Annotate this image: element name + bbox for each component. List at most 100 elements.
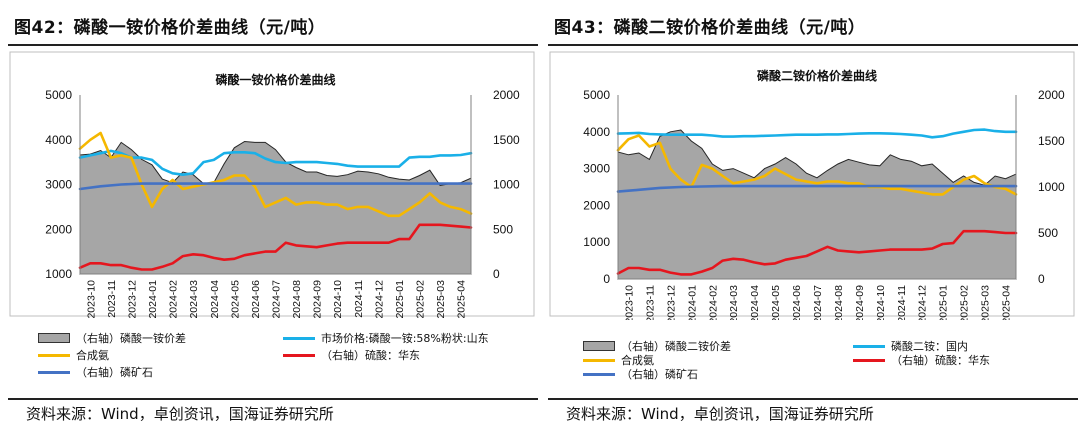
- series-area-spread: [617, 129, 1017, 280]
- legend-label: （右轴）磷矿石: [76, 366, 153, 379]
- legend-item-rock: （右轴）磷矿石: [583, 366, 698, 382]
- legend-label: 市场价格:磷酸一铵:58%粉状:山东: [321, 332, 489, 345]
- x-tick-label: 2024-08: [833, 285, 845, 320]
- x-tick-label: 2023-11: [106, 280, 118, 318]
- y-left-tick-label: 1000: [45, 267, 72, 281]
- legend-swatch-main: [283, 336, 315, 340]
- figure-title: 图42：磷酸一铵价格价差曲线（元/吨）: [14, 18, 326, 38]
- x-tick-label: 2025-03: [980, 285, 992, 320]
- x-tick-label: 2024-11: [896, 285, 908, 320]
- chart-title: 磷酸二铵价格价差曲线: [757, 68, 877, 83]
- series-line-rock: [616, 184, 1018, 193]
- y-right-tick-label: 2000: [493, 88, 520, 102]
- y-left-tick-label: 2000: [583, 198, 610, 212]
- x-tick-label: 2024-02: [168, 280, 180, 319]
- y-left-tick-label: 4000: [45, 133, 72, 147]
- x-tick-label: 2024-04: [209, 280, 221, 319]
- legend-43: （右轴）磷酸二铵价差 磷酸二铵：国内 合成氨 （右轴）硫酸：华东 （右轴）磷矿石: [548, 338, 1078, 398]
- x-tick-label: 2024-07: [271, 280, 283, 319]
- y-right-tick-label: 2000: [1038, 88, 1065, 102]
- x-tick-label: 2024-11: [353, 280, 365, 318]
- y-left-tick-label: 0: [603, 272, 610, 286]
- source-rule: [548, 398, 1078, 400]
- chart-frame: [549, 51, 1075, 317]
- legend-swatch-rock: [38, 370, 70, 374]
- x-tick-label: 2025-04: [1001, 285, 1013, 320]
- x-tick-label: 2024-06: [791, 285, 803, 320]
- y-right-tick-label: 1500: [493, 133, 520, 147]
- legend-label: 合成氨: [621, 354, 654, 367]
- chart-43: 磷酸二铵价格价差曲线 0 1000 2000 3000 4000 5000 0 500 1000 1…: [549, 51, 1075, 320]
- series-line-sulfuric: [78, 223, 473, 271]
- y-right-tick-label: 1000: [1038, 180, 1065, 194]
- legend-label: （右轴）硫酸：华东: [321, 349, 420, 362]
- legend-swatch-spread: [38, 333, 70, 343]
- y-right-tick-label: 1500: [1038, 134, 1065, 148]
- y-right-tick-label: 1000: [493, 178, 520, 192]
- y-right-tick-label: 0: [1038, 272, 1045, 286]
- legend-label: （右轴）磷酸一铵价差: [76, 332, 186, 345]
- x-tick-label: 2024-05: [229, 280, 241, 319]
- x-tick-label: 2023-10: [623, 285, 635, 320]
- y-left-tick-label: 4000: [583, 125, 610, 139]
- chart-frame: [9, 51, 535, 317]
- title-rule: [548, 44, 1078, 46]
- x-tick-label: 2024-01: [147, 280, 159, 319]
- legend-item-main: 市场价格:磷酸一铵:58%粉状:山东: [283, 330, 489, 346]
- x-tick-label: 2023-12: [126, 280, 138, 319]
- x-tick-label: 2025-01: [394, 280, 406, 319]
- x-tick-label: 2023-10: [85, 280, 97, 319]
- x-tick-label: 2024-10: [332, 280, 344, 319]
- series-line-rock: [78, 182, 473, 191]
- legend-label: （右轴）磷酸二铵价差: [621, 340, 731, 353]
- figure-title: 图43：磷酸二铵价格价差曲线（元/吨）: [554, 18, 866, 38]
- legend-swatch-rock: [583, 372, 615, 376]
- legend-42: （右轴）磷酸一铵价差 市场价格:磷酸一铵:58%粉状:山东 合成氨 （右轴）硫酸…: [8, 330, 538, 390]
- source-note: 资料来源：Wind，卓创资讯，国海证券研究所: [26, 405, 334, 423]
- series-line-ammonia: [616, 134, 1018, 196]
- y-left-tick-label: 3000: [583, 162, 610, 176]
- legend-swatch-sulfuric: [853, 358, 885, 362]
- x-tick-label: 2024-07: [812, 285, 824, 320]
- y-left-tick-label: 3000: [45, 178, 72, 192]
- legend-label: 磷酸二铵：国内: [891, 340, 968, 353]
- series-line-main: [78, 149, 473, 176]
- x-tick-label: 2024-06: [250, 280, 262, 319]
- source-note: 资料来源：Wind，卓创资讯，国海证券研究所: [566, 405, 874, 423]
- y-right-tick-label: 500: [493, 222, 513, 236]
- series-line-ammonia: [78, 131, 473, 218]
- x-tick-label: 2025-03: [435, 280, 447, 319]
- legend-item-spread: （右轴）磷酸一铵价差: [38, 330, 186, 346]
- legend-swatch-main: [853, 344, 885, 348]
- chart-42: 磷酸一铵价格价差曲线 1000 2000 3000 4000 5000 0 500 1000 15…: [9, 51, 535, 319]
- legend-swatch-ammonia: [583, 358, 615, 362]
- legend-label: （右轴）磷矿石: [621, 368, 698, 381]
- x-tick-label: 2024-08: [291, 280, 303, 319]
- x-tick-label: 2024-03: [728, 285, 740, 320]
- x-tick-label: 2024-09: [312, 280, 324, 319]
- legend-swatch-sulfuric: [283, 353, 315, 357]
- x-tick-label: 2024-04: [749, 285, 761, 320]
- x-tick-label: 2023-11: [644, 285, 656, 320]
- legend-label: 合成氨: [76, 349, 109, 362]
- legend-item-sulfuric: （右轴）硫酸：华东: [283, 347, 420, 363]
- x-tick-label: 2024-03: [188, 280, 200, 319]
- y-right-tick-label: 0: [493, 267, 500, 281]
- x-tick-label: 2024-02: [707, 285, 719, 320]
- legend-item-main: 磷酸二铵：国内: [853, 338, 968, 354]
- figure-42-panel: 图42：磷酸一铵价格价差曲线（元/吨） 磷酸一铵价格价差曲线 1000 2000 30…: [8, 0, 538, 438]
- x-tick-label: 2024-05: [770, 285, 782, 320]
- x-tick-label: 2025-04: [456, 280, 468, 319]
- legend-label: （右轴）硫酸：华东: [891, 354, 990, 367]
- series-line-main: [616, 128, 1018, 139]
- y-left-tick-label: 5000: [583, 88, 610, 102]
- legend-item-ammonia: 合成氨: [583, 352, 654, 368]
- y-right-tick-label: 500: [1038, 226, 1058, 240]
- y-left-tick-label: 2000: [45, 222, 72, 236]
- legend-item-spread: （右轴）磷酸二铵价差: [583, 338, 731, 354]
- x-tick-label: 2024-10: [875, 285, 887, 320]
- x-tick-label: 2024-12: [373, 280, 385, 319]
- y-left-tick-label: 1000: [583, 235, 610, 249]
- x-tick-label: 2025-01: [938, 285, 950, 320]
- x-tick-label: 2024-12: [917, 285, 929, 320]
